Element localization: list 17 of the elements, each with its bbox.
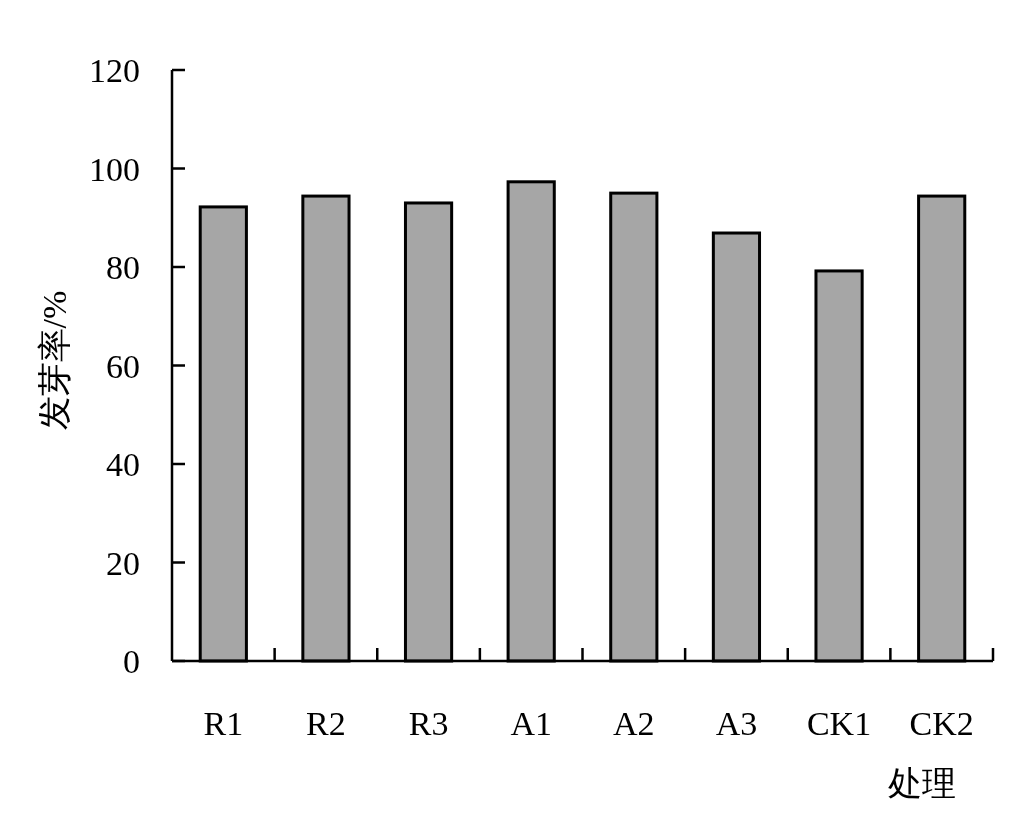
x-tick-label: A3: [715, 705, 758, 742]
y-tick-label: 0: [123, 643, 140, 680]
x-tick-label: R1: [203, 705, 244, 742]
x-tick-label: CK1: [806, 705, 872, 742]
y-tick-label: 40: [106, 446, 140, 483]
x-tick-label: CK2: [909, 705, 974, 742]
y-tick-label: 100: [89, 150, 140, 188]
x-tick-label: A1: [510, 705, 552, 742]
y-tick-label: 20: [106, 544, 140, 582]
x-tick-label: R3: [408, 705, 449, 742]
y-tick-label: 120: [89, 52, 140, 89]
y-tick-label: 80: [106, 249, 140, 286]
x-axis-title: 处理: [888, 765, 956, 802]
y-axis-title: 发芽率/%: [36, 290, 73, 431]
y-tick-label: 60: [106, 347, 140, 385]
x-tick-label: A2: [613, 705, 655, 742]
x-tick-label: R2: [306, 705, 346, 742]
